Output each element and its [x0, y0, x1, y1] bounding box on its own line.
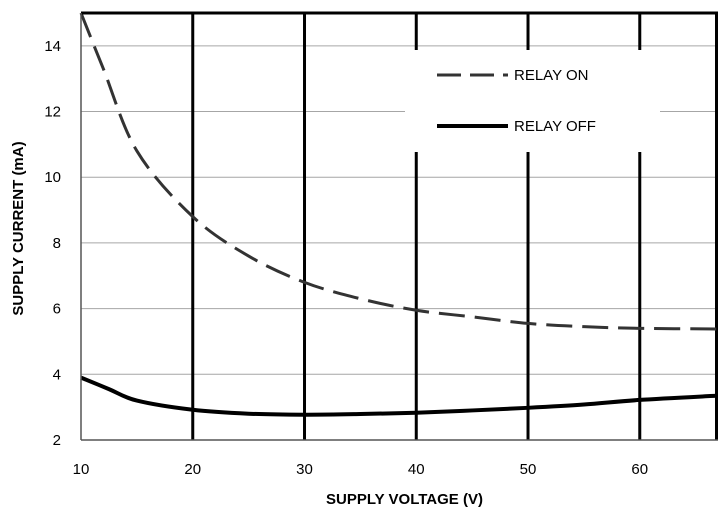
plot-frame: [80, 11, 718, 441]
y-tick-label-2: 2: [53, 432, 61, 449]
x-tick-labels: 10 20 30 40 50 60: [73, 461, 648, 478]
y-tick-labels: 2 4 6 8 10 12 14: [44, 38, 61, 449]
x-tick-label-10: 10: [73, 461, 90, 478]
x-tick-label-20: 20: [184, 461, 201, 478]
series-line-relay-on: [79, 12, 718, 331]
y-tick-label-4: 4: [53, 366, 61, 383]
horizontal-gridlines: [81, 45, 718, 375]
y-tick-label-12: 12: [44, 104, 61, 121]
series-lines: [79, 12, 718, 417]
y-axis-title: SUPPLY CURRENT (mA): [10, 141, 27, 315]
y-tick-label-10: 10: [44, 169, 61, 186]
legend: RELAY ON RELAY OFF: [437, 67, 596, 135]
legend-label-relay-off: RELAY OFF: [514, 118, 596, 135]
x-tick-label-60: 60: [631, 461, 648, 478]
x-tick-label-50: 50: [520, 461, 537, 478]
y-tick-label-14: 14: [44, 38, 61, 55]
legend-label-relay-on: RELAY ON: [514, 67, 588, 84]
y-tick-label-8: 8: [53, 235, 61, 252]
x-axis-title: SUPPLY VOLTAGE (V): [326, 491, 483, 508]
x-tick-label-40: 40: [408, 461, 425, 478]
y-tick-label-6: 6: [53, 301, 61, 318]
x-tick-label-30: 30: [296, 461, 313, 478]
legend-background: [405, 50, 660, 152]
series-line-relay-off: [80, 375, 718, 417]
